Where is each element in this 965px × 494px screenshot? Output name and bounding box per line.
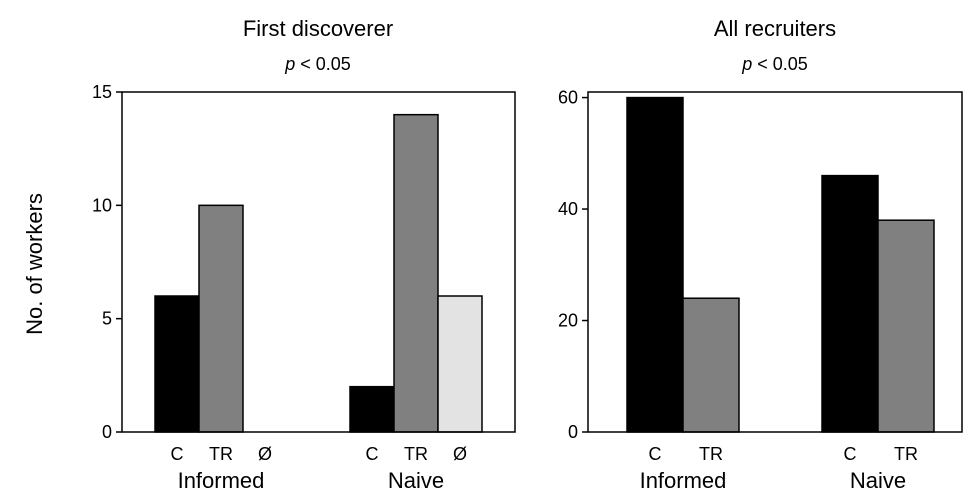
y-tick-label: 10 [92, 195, 112, 215]
chart-title: First discoverer [243, 16, 393, 41]
plot-frame [587, 91, 963, 433]
chart-panel-all-recruiters: All recruiters p < 0.05 C TR Informed C TR Naiv… [558, 16, 963, 493]
y-tick-label: 0 [102, 422, 112, 442]
y-tick-label: 60 [558, 88, 578, 108]
plot-frame [121, 91, 516, 433]
category-label: C [171, 444, 184, 464]
bar-naive-c [349, 385, 395, 433]
chart-panel-first-discoverer: First discoverer p < 0.05 C TR Ø Informed C TR Ø… [92, 16, 516, 493]
chart-subtitle: p < 0.05 [284, 54, 351, 74]
y-axis-label: No. of workers [22, 193, 47, 335]
bar-informed-c [626, 96, 684, 433]
y-tick-label: 40 [558, 199, 578, 219]
bar-naive-tr [393, 113, 439, 433]
category-label: TR [699, 444, 723, 464]
p-threshold: < 0.05 [295, 54, 351, 74]
p-symbol: p [741, 54, 752, 74]
chart-subtitle: p < 0.05 [741, 54, 808, 74]
category-label: Ø [258, 444, 272, 464]
group-label: Informed [178, 468, 265, 493]
y-tick-label: 0 [568, 422, 578, 442]
y-tick-label: 15 [92, 82, 112, 102]
category-label: C [649, 444, 662, 464]
bar-naive-none [437, 295, 483, 433]
category-label: C [844, 444, 857, 464]
group-label: Naive [850, 468, 906, 493]
p-symbol: p [284, 54, 295, 74]
category-label: C [366, 444, 379, 464]
category-label: Ø [453, 444, 467, 464]
group-label: Informed [640, 468, 727, 493]
bar-informed-tr [682, 297, 740, 433]
chart-title: All recruiters [714, 16, 836, 41]
bar-informed-c [154, 295, 200, 433]
p-threshold: < 0.05 [752, 54, 808, 74]
group-label: Naive [388, 468, 444, 493]
bar-informed-tr [198, 204, 244, 433]
category-label: TR [404, 444, 428, 464]
y-tick-label: 20 [558, 311, 578, 331]
category-label: TR [894, 444, 918, 464]
bar-naive-tr [877, 219, 935, 433]
y-tick-label: 5 [102, 309, 112, 329]
bar-naive-c [821, 174, 879, 433]
category-label: TR [209, 444, 233, 464]
